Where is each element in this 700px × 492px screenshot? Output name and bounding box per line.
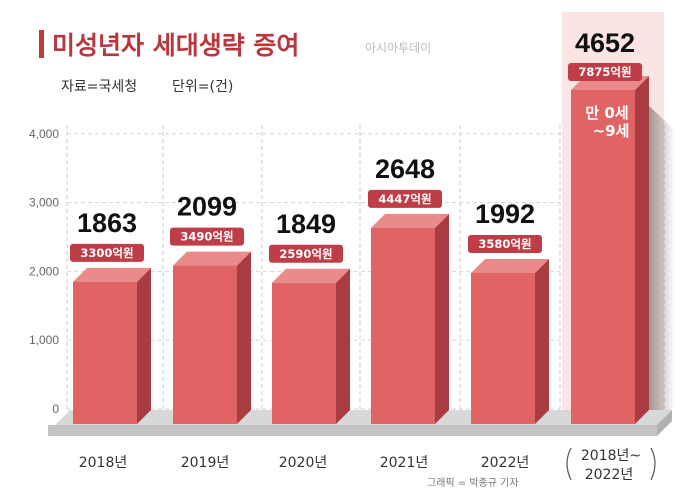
total-value-label: 4652 (575, 28, 635, 58)
amount-badge (269, 244, 343, 263)
amount-badge (70, 243, 144, 262)
value-label: 2648 (375, 154, 435, 184)
category-label: 2021년 (380, 455, 429, 471)
bar (272, 268, 350, 424)
amount-label: 3300억원 (80, 246, 133, 260)
bar-top (272, 268, 350, 283)
age-range-line2: ~9세 (593, 122, 630, 140)
bar (371, 213, 449, 424)
total-category-line1: 2018년~ (581, 448, 641, 464)
value-label: 1992 (475, 199, 535, 229)
age-range-line1: 만 0세 (585, 104, 628, 122)
amount-label: 4447억원 (378, 192, 431, 206)
value-label: 2099 (177, 192, 237, 222)
bar (471, 258, 549, 424)
total-category-line2: 2022년 (585, 467, 634, 483)
bar (173, 251, 251, 424)
category-labels: 2018년 2019년 2020년 2021년 2022년 2018년~ 2022년 (79, 447, 656, 483)
amount-label: 3490억원 (180, 230, 233, 244)
category-label: 2020년 (279, 455, 328, 471)
value-label: 1849 (276, 209, 336, 239)
bar-top (73, 267, 151, 282)
y-axis: 0 1,000 2,000 3,000 4,000 (29, 127, 59, 416)
bar-side (137, 267, 151, 424)
bar-front (272, 282, 336, 424)
bar-side (535, 258, 549, 424)
title-accent-bar (39, 30, 44, 58)
bar-front (371, 227, 435, 424)
bar-shadow (649, 105, 675, 411)
bar (73, 267, 151, 424)
bar-front (173, 265, 237, 424)
bar-front (471, 272, 535, 424)
source-label: 자료=국세청 (61, 79, 137, 95)
total-bar (571, 75, 649, 425)
total-amount-badge (568, 63, 642, 81)
category-label: 2019년 (181, 455, 230, 471)
floor-side (657, 410, 672, 436)
bar-top (471, 258, 549, 273)
y-tick-label: 2,000 (29, 264, 59, 278)
bars (73, 75, 675, 425)
category-label: 2018년 (79, 455, 128, 471)
amount-badge (368, 189, 442, 208)
value-labels: 1863 3300억원 2099 3490억원 1849 2590억원 2648 4447억원… (70, 28, 642, 263)
bar-top (371, 213, 449, 228)
bar-top (173, 251, 251, 266)
bar-side (336, 268, 350, 424)
unit-label: 단위=(건) (172, 79, 233, 95)
brand-watermark: 아시아투데이 (365, 41, 431, 55)
y-tick-label: 1,000 (29, 333, 59, 347)
total-amount-label: 7875억원 (578, 65, 631, 79)
bar-side (237, 251, 251, 424)
bar-front (571, 89, 635, 425)
chart-title: 미성년자 세대생략 증여 (52, 31, 299, 60)
value-label: 1863 (77, 208, 137, 238)
bar-side (435, 213, 449, 424)
amount-label: 2590억원 (279, 247, 332, 261)
bar-side (635, 75, 649, 425)
bar-front (73, 281, 137, 424)
graphic-credit: 그래픽 = 박종규 기자 (427, 477, 519, 489)
y-tick-label: 0 (52, 402, 59, 416)
category-label: 2022년 (481, 455, 530, 471)
amount-badge (170, 227, 244, 246)
y-tick-label: 4,000 (29, 127, 59, 141)
bracket-right (650, 447, 656, 481)
amount-label: 3580억원 (478, 237, 531, 251)
y-tick-label: 3,000 (29, 196, 59, 210)
bracket-left (566, 447, 572, 481)
amount-badge (468, 234, 542, 253)
floor-front (48, 425, 657, 436)
